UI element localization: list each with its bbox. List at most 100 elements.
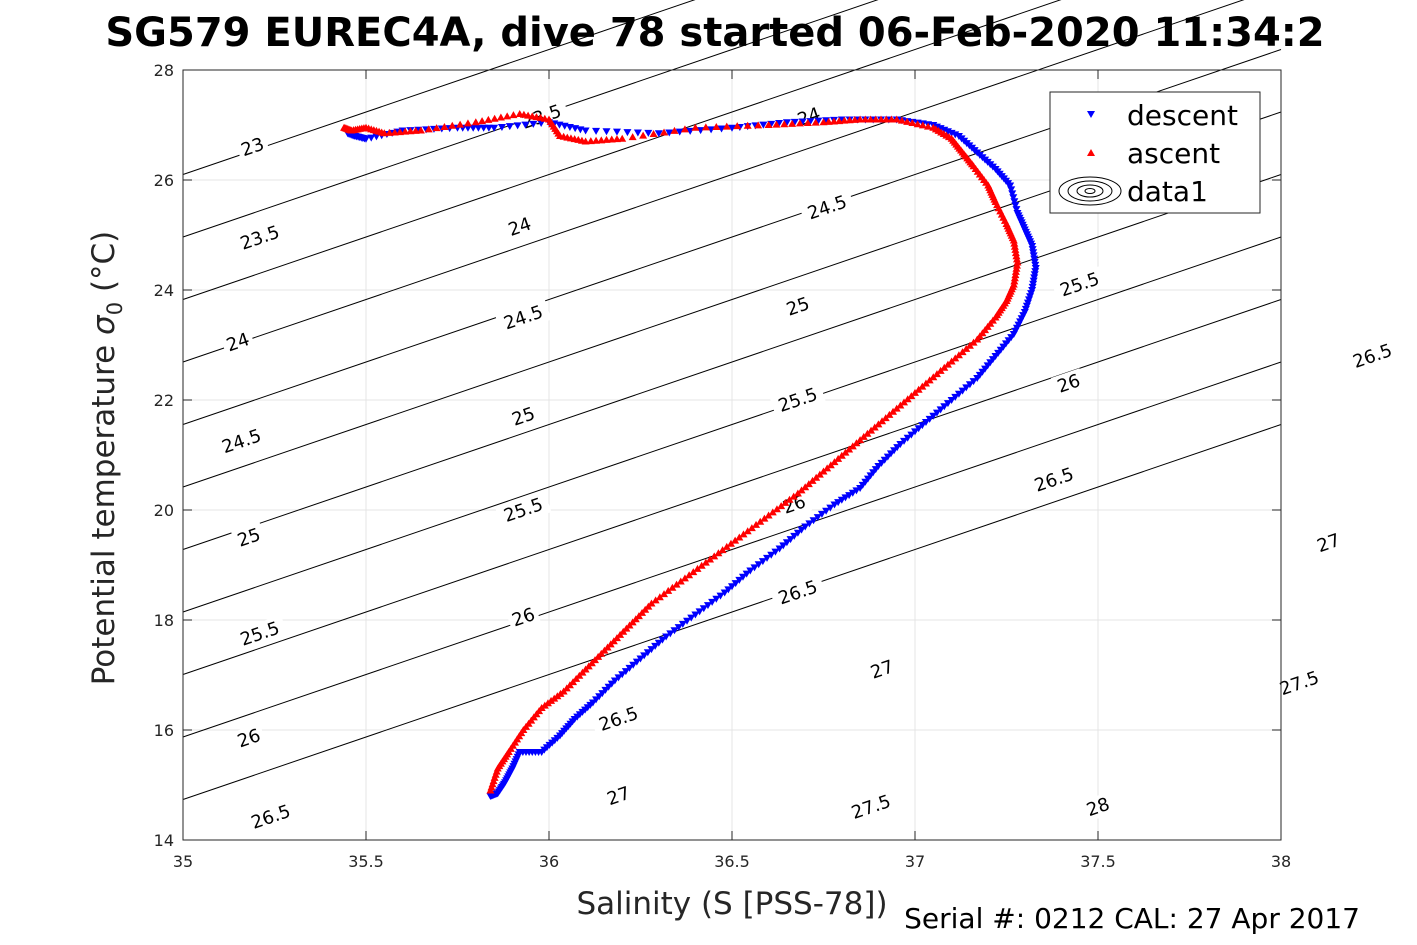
ascent-marker xyxy=(925,376,934,384)
ascent-marker xyxy=(819,467,828,475)
legend-label-descent: descent xyxy=(1127,99,1238,132)
contour-label-bg xyxy=(864,654,900,685)
ascent-marker xyxy=(772,120,781,128)
ascent-marker xyxy=(1012,255,1021,263)
ascent-marker xyxy=(887,115,896,123)
ascent-marker xyxy=(618,134,627,142)
ascent-marker xyxy=(962,344,971,352)
descent-marker xyxy=(750,564,759,572)
descent-marker xyxy=(529,120,538,128)
descent-marker xyxy=(505,123,514,131)
isopycnal-line xyxy=(182,174,1282,550)
ascent-marker xyxy=(932,370,941,378)
legend-marker-ascent xyxy=(1087,149,1095,156)
contour-label-bg xyxy=(1080,791,1116,823)
descent-marker xyxy=(806,118,815,126)
ascent-marker xyxy=(706,555,715,563)
descent-marker xyxy=(612,128,621,136)
descent-marker xyxy=(830,501,839,509)
contour-label-bg xyxy=(1344,337,1401,375)
ascent-marker xyxy=(672,580,681,588)
ascent-marker xyxy=(954,351,963,359)
isopycnal-line xyxy=(182,0,1245,363)
descent-marker xyxy=(809,517,818,525)
x-tick-label: 38 xyxy=(1271,852,1291,871)
ascent-marker xyxy=(856,436,865,444)
contour-label-bg xyxy=(505,601,542,633)
descent-marker xyxy=(696,127,705,135)
descent-marker xyxy=(521,121,530,129)
descent-marker xyxy=(837,496,846,504)
ascent-marker xyxy=(756,517,765,525)
contour-label-bg xyxy=(501,211,538,243)
isopycnal-line xyxy=(182,299,1282,675)
ascent-marker xyxy=(815,470,824,478)
ascent-marker xyxy=(1010,239,1019,247)
descent-marker xyxy=(720,589,729,597)
x-tick-label: 35.5 xyxy=(348,852,384,871)
ascent-marker xyxy=(612,135,621,143)
ascent-marker xyxy=(871,115,880,123)
descent-marker xyxy=(728,124,736,132)
ascent-marker xyxy=(845,116,854,124)
ascent-marker xyxy=(1011,249,1020,257)
ascent-marker xyxy=(973,335,982,343)
ascent-marker xyxy=(834,454,843,462)
contour-label-bg xyxy=(505,401,542,432)
ascent-marker xyxy=(785,495,794,503)
ascent-marker xyxy=(733,122,742,130)
ascent-marker xyxy=(892,115,901,123)
ascent-marker xyxy=(924,122,933,130)
descent-marker xyxy=(666,630,675,638)
serial-cal-footer: Serial #: 0212 CAL: 27 Apr 2017 xyxy=(904,902,1360,935)
ascent-marker xyxy=(503,112,512,120)
ascent-marker xyxy=(754,121,763,129)
ascent-marker xyxy=(777,502,786,510)
y-tick-label: 24 xyxy=(154,281,174,300)
ascent-marker xyxy=(850,115,859,123)
ascent-marker xyxy=(911,388,919,396)
descent-marker xyxy=(716,592,725,600)
ascent-marker xyxy=(936,366,945,374)
contour-label-bg xyxy=(220,326,256,358)
ascent-marker xyxy=(691,123,700,131)
ascent-marker xyxy=(1010,242,1019,250)
isopycnal-line xyxy=(182,0,696,175)
descent-marker xyxy=(581,127,590,135)
descent-marker xyxy=(790,118,799,126)
ascent-marker xyxy=(837,451,846,459)
descent-marker xyxy=(1007,186,1016,194)
ascent-marker xyxy=(830,458,839,466)
contour-label-bg xyxy=(231,722,267,754)
ascent-marker xyxy=(881,414,890,422)
ascent-marker xyxy=(801,483,810,491)
descent-marker xyxy=(767,551,776,559)
descent-marker xyxy=(763,554,772,562)
descent-marker xyxy=(717,125,726,133)
isopycnal-line xyxy=(182,0,1062,300)
ascent-marker xyxy=(689,568,698,576)
x-tick-label: 35 xyxy=(173,852,193,871)
ascent-marker xyxy=(701,123,710,131)
ascent-marker xyxy=(607,135,616,143)
descent-marker xyxy=(707,126,716,134)
descent-marker xyxy=(817,510,826,518)
descent-marker xyxy=(852,487,861,495)
descent-marker xyxy=(856,485,865,492)
ascent-marker xyxy=(390,128,399,136)
descent-marker xyxy=(848,489,857,497)
ascent-marker xyxy=(440,122,449,130)
ascent-marker xyxy=(448,121,457,129)
y-tick-label: 18 xyxy=(154,611,174,630)
contour-label-bg xyxy=(1310,527,1347,559)
ascent-marker xyxy=(424,125,433,133)
ascent-marker xyxy=(804,480,813,488)
descent-marker xyxy=(708,598,717,606)
descent-marker xyxy=(463,124,472,132)
ascent-marker xyxy=(797,486,806,494)
descent-marker xyxy=(367,134,376,142)
ascent-marker xyxy=(628,133,637,141)
ascent-marker xyxy=(803,119,812,127)
ascent-marker xyxy=(496,113,505,121)
contour-label-bg xyxy=(1051,265,1108,304)
